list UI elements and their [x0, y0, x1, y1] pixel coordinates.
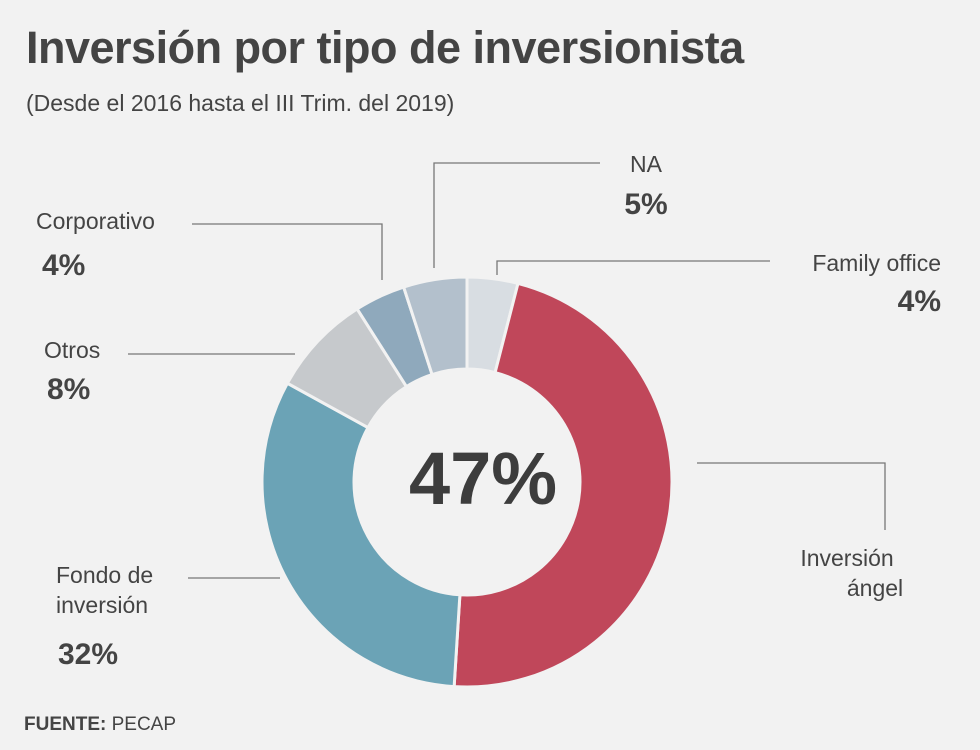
- slice-na: [401, 275, 469, 377]
- label-name-na: NA: [630, 151, 663, 177]
- label-name-angel-line2: ángel: [847, 575, 903, 601]
- center-value-label: 47%: [409, 437, 557, 520]
- slice-inversión-ángel: [452, 281, 674, 689]
- label-pct-na: 5%: [624, 188, 667, 221]
- leader-line-family-office: [496, 260, 770, 275]
- donut-slices: [260, 275, 674, 689]
- leader-line-angel: [697, 462, 886, 530]
- source-note: FUENTE: PECAP: [24, 714, 176, 736]
- source-value: PECAP: [111, 714, 177, 735]
- leader-line-corporativo: [192, 223, 383, 280]
- label-pct-fondo: 32%: [58, 638, 118, 671]
- leader-line-na: [433, 162, 600, 268]
- label-name-fondo-line2: inversión: [56, 592, 148, 618]
- label-name-corporativo: Corporativo: [36, 208, 155, 234]
- source-label: FUENTE:: [24, 714, 107, 735]
- label-name-angel-line1: Inversión: [800, 545, 893, 571]
- label-name-otros: Otros: [44, 337, 100, 363]
- label-pct-corporativo: 4%: [42, 249, 85, 282]
- slice-fondo-de-inversión: [260, 381, 462, 689]
- chart-subtitle: (Desde el 2016 hasta el III Trim. del 20…: [26, 90, 455, 116]
- chart-title: Inversión por tipo de inversionista: [26, 22, 744, 73]
- label-name-family-office: Family office: [812, 250, 941, 276]
- label-name-fondo-line1: Fondo de: [56, 562, 153, 588]
- label-pct-otros: 8%: [47, 373, 90, 406]
- label-pct-family-office: 4%: [898, 285, 941, 318]
